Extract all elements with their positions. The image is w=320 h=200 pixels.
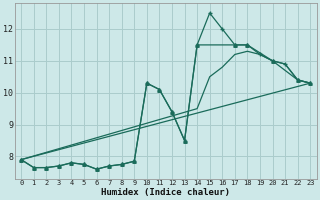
X-axis label: Humidex (Indice chaleur): Humidex (Indice chaleur) [101,188,230,197]
